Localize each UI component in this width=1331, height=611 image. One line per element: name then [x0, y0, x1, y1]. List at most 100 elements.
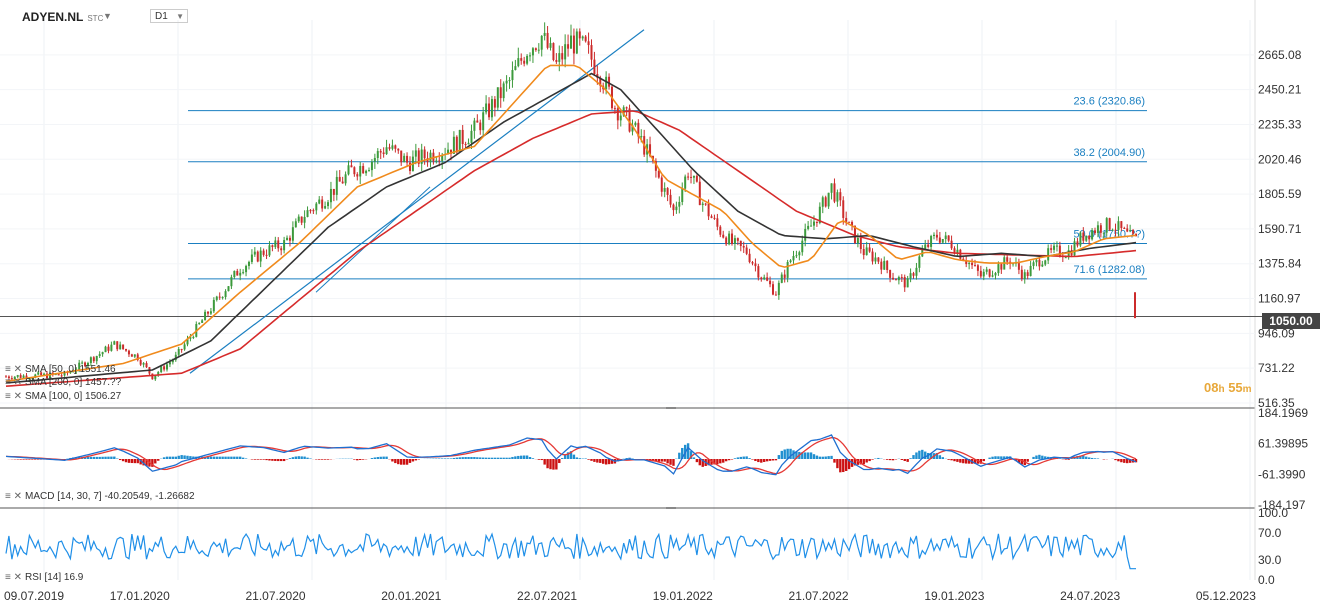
macd-histogram-bar — [154, 459, 157, 464]
candle-body — [924, 244, 927, 250]
candle-body — [239, 272, 242, 276]
candle-body — [95, 356, 98, 362]
macd-histogram-bar — [833, 459, 836, 463]
candle-body — [496, 87, 499, 108]
macd-histogram-bar — [1026, 459, 1029, 462]
macd-histogram-bar — [1082, 455, 1085, 459]
macd-histogram-bar — [596, 459, 599, 463]
candle-body — [309, 210, 312, 212]
candle-body — [262, 250, 265, 255]
legend-sma50[interactable]: ≡ ✕ SMA [50, 0] 1551.46 — [5, 364, 116, 375]
candle-body — [874, 257, 877, 262]
macd-histogram-bar — [189, 456, 192, 459]
candle-body — [821, 197, 824, 207]
macd-histogram-bar — [859, 459, 863, 465]
macd-histogram-bar — [385, 456, 388, 459]
candle-body — [408, 162, 411, 172]
candle-body — [1055, 245, 1058, 247]
legend-rsi[interactable]: ≡ ✕ RSI [14] 16.9 — [5, 572, 83, 583]
symbol-title[interactable]: ADYEN.NL STC — [22, 10, 103, 24]
macd-histogram-bar — [1120, 459, 1123, 463]
macd-histogram-bar — [900, 459, 904, 460]
candle-body — [739, 240, 742, 246]
settings-icon[interactable]: ≡ ✕ — [5, 377, 22, 388]
candle-body — [54, 374, 57, 376]
candle-body — [1108, 218, 1111, 230]
macd-histogram-bar — [525, 455, 529, 459]
macd-histogram-bar — [821, 456, 824, 459]
candle-body — [748, 253, 751, 263]
macd-histogram-bar — [1067, 459, 1070, 460]
macd-tick-label: 184.1969 — [1258, 406, 1308, 420]
sma100-line — [5, 72, 1137, 384]
candle-body — [171, 360, 174, 363]
candle-body — [701, 203, 704, 206]
candle-body — [163, 366, 166, 370]
price-tick-label: 1590.71 — [1258, 222, 1302, 236]
macd-histogram-bar — [827, 456, 830, 459]
chevron-down-icon[interactable]: ▼ — [103, 11, 112, 21]
candle-body — [274, 240, 277, 248]
macd-histogram-bar — [118, 459, 122, 461]
macd-histogram-bar — [868, 459, 871, 462]
candle-body — [107, 346, 110, 351]
macd-histogram-bar — [259, 459, 262, 460]
candle-body — [786, 262, 789, 278]
x-axis-label: 17.01.2020 — [110, 589, 170, 603]
macd-histogram-bar — [198, 456, 201, 459]
candle-body — [198, 322, 201, 325]
settings-icon[interactable]: ≡ ✕ — [5, 491, 22, 502]
candle-body — [1050, 248, 1053, 250]
candle-body — [736, 238, 739, 241]
macd-histogram-bar — [724, 459, 728, 462]
candle-body — [1079, 232, 1082, 246]
candle-body — [546, 32, 549, 48]
candle-body — [370, 161, 373, 171]
macd-histogram-bar — [801, 452, 804, 459]
macd-histogram-bar — [590, 459, 593, 461]
macd-histogram-bar — [244, 458, 248, 459]
candle-body — [209, 311, 212, 314]
candle-body — [1114, 229, 1117, 231]
candle-body — [616, 108, 619, 121]
candle-body — [672, 204, 675, 211]
candle-body — [950, 240, 953, 249]
legend-sma200[interactable]: ≡ ✕ SMA [200, 0] 1457.?? — [5, 377, 121, 388]
candle-body — [792, 255, 795, 261]
macd-histogram-bar — [218, 456, 221, 459]
candle-body — [482, 112, 485, 131]
macd-histogram-bar — [233, 456, 236, 459]
macd-histogram-bar — [370, 458, 374, 459]
market-label: STC — [87, 14, 104, 23]
macd-histogram-bar — [885, 459, 889, 460]
macd-histogram-bar — [180, 455, 183, 459]
candle-body — [508, 80, 511, 82]
candle-body — [801, 240, 804, 253]
candle-body — [212, 299, 215, 312]
macd-histogram-bar — [476, 457, 479, 459]
candle-body — [160, 366, 163, 373]
candle-body — [675, 206, 678, 211]
candle-body — [400, 150, 403, 163]
candle-body — [40, 372, 43, 376]
candle-body — [438, 160, 441, 162]
legend-macd[interactable]: ≡ ✕ MACD [14, 30, 7] -40.20549, -1.26682 — [5, 491, 195, 502]
candle-body — [385, 147, 388, 155]
settings-icon[interactable]: ≡ ✕ — [5, 572, 22, 583]
candle-body — [1017, 262, 1020, 270]
candle-body — [230, 277, 233, 287]
settings-icon[interactable]: ≡ ✕ — [5, 391, 22, 402]
candle-body — [490, 99, 493, 118]
macd-histogram-bar — [686, 443, 690, 459]
macd-histogram-bar — [763, 459, 766, 462]
macd-histogram-bar — [446, 458, 450, 459]
settings-icon[interactable]: ≡ ✕ — [5, 364, 22, 375]
candle-body — [110, 344, 113, 351]
candle-body — [13, 376, 16, 380]
candle-body — [862, 249, 865, 256]
macd-histogram-bar — [359, 459, 362, 460]
timeframe-select[interactable]: D1 ▼ — [150, 9, 188, 23]
candle-body — [1064, 257, 1067, 259]
macd-histogram-bar — [487, 457, 491, 459]
legend-sma100[interactable]: ≡ ✕ SMA [100, 0] 1506.27 — [5, 391, 121, 402]
